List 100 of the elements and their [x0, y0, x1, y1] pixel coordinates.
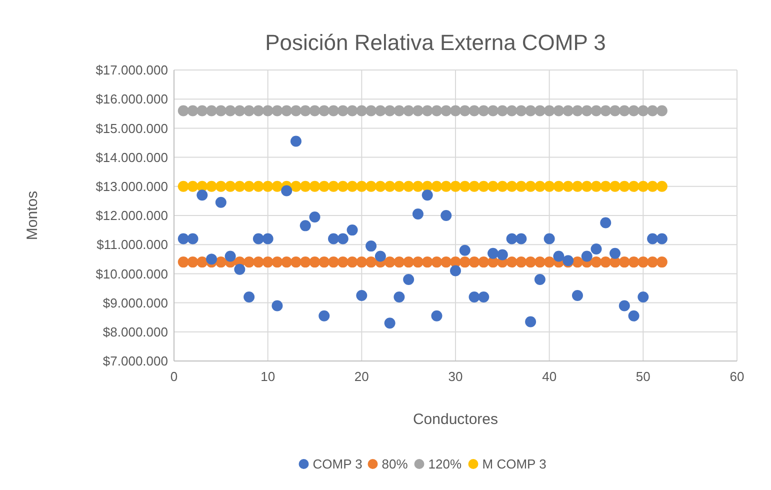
- point: [384, 318, 396, 329]
- point: [431, 310, 442, 322]
- point: [525, 316, 536, 328]
- point: [478, 105, 490, 116]
- y-tick-label: $14.000.000: [96, 150, 168, 165]
- y-tick-label: $17.000.000: [96, 62, 168, 78]
- point: [468, 105, 480, 116]
- point: [356, 180, 368, 192]
- point: [300, 220, 311, 232]
- point: [178, 105, 189, 116]
- point: [496, 249, 508, 260]
- point: [488, 248, 499, 259]
- point: [356, 290, 368, 302]
- point: [544, 105, 555, 116]
- point: [628, 310, 640, 322]
- point: [572, 290, 583, 302]
- y-tick-label: $9.000.000: [102, 295, 168, 310]
- point: [272, 300, 283, 312]
- point: [618, 105, 630, 116]
- point: [638, 180, 649, 192]
- point: [412, 180, 424, 192]
- point: [337, 256, 348, 268]
- point: [516, 233, 527, 244]
- point: [628, 256, 640, 268]
- point: [647, 105, 658, 116]
- point: [656, 180, 668, 192]
- point: [224, 250, 236, 262]
- point: [544, 256, 555, 268]
- point: [394, 180, 405, 192]
- x-axis-title: Conductores: [412, 411, 498, 428]
- point: [281, 256, 292, 268]
- point: [234, 264, 246, 275]
- point: [252, 233, 264, 244]
- point: [496, 180, 508, 192]
- point: [553, 180, 564, 192]
- point: [281, 185, 292, 196]
- point: [262, 256, 274, 268]
- point: [384, 256, 396, 268]
- y-tick-label: $12.000.000: [96, 208, 168, 224]
- y-axis-title: Montos: [24, 190, 41, 240]
- point: [206, 180, 218, 192]
- point: [412, 256, 424, 268]
- point: [403, 256, 414, 268]
- point: [187, 256, 198, 268]
- point: [366, 240, 377, 252]
- point: [562, 180, 574, 192]
- point: [610, 248, 621, 259]
- point: [290, 256, 302, 268]
- point: [366, 180, 377, 192]
- point: [534, 274, 546, 286]
- point: [440, 256, 452, 268]
- point: [328, 233, 340, 244]
- point: [300, 256, 311, 268]
- point: [610, 105, 621, 116]
- point: [224, 105, 236, 116]
- point: [272, 180, 283, 192]
- y-tick-label: $13.000.000: [96, 178, 168, 194]
- point: [506, 105, 518, 116]
- point: [206, 105, 218, 116]
- point: [252, 105, 264, 116]
- point: [610, 180, 621, 192]
- y-tick-label: $15.000.000: [96, 120, 168, 136]
- point: [478, 180, 490, 192]
- point: [290, 180, 302, 192]
- point: [309, 180, 320, 192]
- point: [422, 105, 433, 116]
- point: [244, 291, 255, 302]
- point: [525, 180, 536, 192]
- x-tick-label: 10: [260, 369, 276, 384]
- point: [196, 256, 208, 268]
- point: [318, 105, 330, 116]
- point: [572, 180, 583, 192]
- point: [187, 105, 198, 116]
- point: [431, 105, 442, 116]
- point: [544, 180, 555, 192]
- point: [318, 180, 330, 192]
- point: [196, 105, 208, 116]
- point: [506, 180, 518, 192]
- point: [618, 256, 630, 268]
- point: [468, 180, 480, 192]
- x-tick-label: 30: [448, 369, 463, 384]
- point: [290, 105, 302, 116]
- y-tick-label: $8.000.000: [102, 324, 168, 340]
- point: [328, 105, 340, 116]
- point: [252, 180, 264, 192]
- point: [590, 256, 602, 268]
- point: [468, 256, 480, 268]
- point: [440, 210, 452, 221]
- point: [647, 180, 658, 192]
- point: [459, 180, 470, 192]
- point: [600, 105, 612, 116]
- point: [534, 256, 546, 268]
- legend-label: COMP 3: [312, 456, 362, 472]
- point: [638, 291, 649, 302]
- y-tick-label: $10.000.000: [96, 266, 168, 282]
- point: [215, 196, 226, 208]
- point: [562, 105, 574, 116]
- point: [590, 105, 602, 116]
- point: [618, 180, 630, 192]
- point: [262, 233, 274, 244]
